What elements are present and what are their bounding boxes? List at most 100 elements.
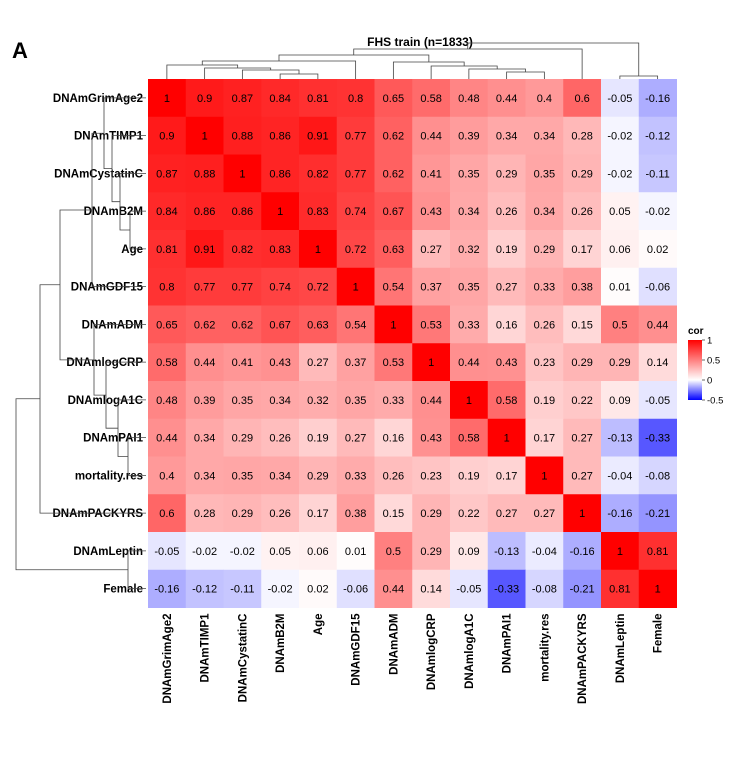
heatmap-cell <box>223 79 262 118</box>
heatmap-cell <box>601 494 640 533</box>
cell-value-label: 0.23 <box>534 357 555 369</box>
cell-value-label: -0.02 <box>268 584 293 596</box>
heatmap-cell <box>601 267 640 306</box>
heatmap-cell <box>148 494 187 533</box>
cell-value-label: -0.11 <box>645 168 669 180</box>
cell-value-label: 0.33 <box>383 395 404 407</box>
heatmap-cell <box>185 192 224 231</box>
cell-value-label: 0.84 <box>156 206 177 218</box>
cell-value-label: 0.86 <box>269 131 290 143</box>
heatmap-cell <box>601 569 640 608</box>
cell-value-label: 0.72 <box>345 244 366 256</box>
cell-value-label: 0.91 <box>194 244 215 256</box>
heatmap-cell <box>450 494 489 533</box>
heatmap-cell <box>223 230 262 269</box>
cell-value-label: 1 <box>579 508 585 520</box>
cell-value-label: 0.58 <box>156 357 177 369</box>
heatmap-cell <box>525 381 564 420</box>
heatmap-cell <box>223 456 262 495</box>
heatmap-cell <box>638 569 677 608</box>
cell-value-label: 1 <box>617 546 623 558</box>
heatmap-cell <box>450 532 489 571</box>
heatmap-cell <box>261 305 300 344</box>
heatmap-cell <box>525 154 564 193</box>
cell-value-label: 0.29 <box>496 168 517 180</box>
cell-value-label: 0.58 <box>420 93 441 105</box>
heatmap-cell <box>525 116 564 155</box>
heatmap-cell <box>601 116 640 155</box>
heatmap-cell <box>601 192 640 231</box>
cell-value-label: 0.5 <box>386 546 401 558</box>
heatmap-cell <box>336 116 375 155</box>
cell-value-label: 0.34 <box>269 470 290 482</box>
cell-value-label: -0.16 <box>154 584 179 596</box>
heatmap-cell <box>450 79 489 118</box>
heatmap-cell <box>299 267 338 306</box>
heatmap-cell <box>563 569 602 608</box>
heatmap-cell <box>299 569 338 608</box>
heatmap-cell <box>563 116 602 155</box>
heatmap-cell <box>336 456 375 495</box>
cell-value-label: 0.26 <box>269 433 290 445</box>
heatmap-cell <box>261 267 300 306</box>
heatmap-cell <box>223 267 262 306</box>
cell-value-label: 0.15 <box>383 508 404 520</box>
cell-value-label: 0.37 <box>345 357 366 369</box>
heatmap-cell <box>450 154 489 193</box>
cell-value-label: -0.16 <box>645 93 670 105</box>
cell-value-label: -0.16 <box>607 508 632 520</box>
heatmap-cell <box>525 532 564 571</box>
cell-value-label: 0.58 <box>496 395 517 407</box>
heatmap-cell <box>412 154 451 193</box>
heatmap-cell <box>261 116 300 155</box>
heatmap-cell <box>185 79 224 118</box>
cell-value-label: -0.21 <box>570 584 595 596</box>
cell-value-label: 0.6 <box>574 93 589 105</box>
cell-value-label: 0.29 <box>609 357 630 369</box>
cell-value-label: 0.48 <box>156 395 177 407</box>
cell-value-label: 0.87 <box>232 93 253 105</box>
heatmap-cell <box>374 305 413 344</box>
heatmap-cell <box>450 418 489 457</box>
cell-value-label: 0.44 <box>194 357 215 369</box>
top-dendrogram-branch <box>353 48 583 79</box>
heatmap-cell <box>638 230 677 269</box>
cell-value-label: 0.48 <box>458 93 479 105</box>
cell-value-label: 0.27 <box>496 282 517 294</box>
legend-title: cor <box>688 326 704 337</box>
cell-value-label: 0.16 <box>383 433 404 445</box>
heatmap-cell <box>450 192 489 231</box>
cell-value-label: 0.35 <box>458 168 479 180</box>
heatmap-cell <box>148 381 187 420</box>
row-label: DNAmlogCRP <box>66 357 143 369</box>
cell-value-label: -0.08 <box>532 584 557 596</box>
top-dendrogram-branch <box>430 65 498 79</box>
heatmap-cell <box>525 305 564 344</box>
heatmap-cell <box>412 343 451 382</box>
heatmap-cell <box>412 569 451 608</box>
heatmap-cell <box>374 381 413 420</box>
heatmap-cell <box>336 154 375 193</box>
cell-value-label: 0.34 <box>194 433 215 445</box>
cell-value-label: 0.33 <box>458 319 479 331</box>
top-dendrogram-branch <box>506 71 545 79</box>
cell-value-label: 0.43 <box>420 206 441 218</box>
heatmap-cell <box>487 305 526 344</box>
heatmap-cell <box>412 418 451 457</box>
cell-value-label: 0.8 <box>348 93 363 105</box>
heatmap-cell <box>638 305 677 344</box>
cell-value-label: 0.01 <box>345 546 366 558</box>
heatmap-cell <box>412 381 451 420</box>
heatmap-cell <box>261 79 300 118</box>
heatmap-cell <box>336 79 375 118</box>
heatmap-cell <box>525 192 564 231</box>
cell-value-label: 1 <box>315 244 321 256</box>
cell-value-label: 0.29 <box>420 508 441 520</box>
cell-value-label: 1 <box>541 470 547 482</box>
heatmap-cell <box>601 230 640 269</box>
row-label: DNAmTIMP1 <box>74 131 144 143</box>
heatmap-cell <box>487 230 526 269</box>
heatmap-cell <box>261 532 300 571</box>
heatmap-cell <box>487 267 526 306</box>
